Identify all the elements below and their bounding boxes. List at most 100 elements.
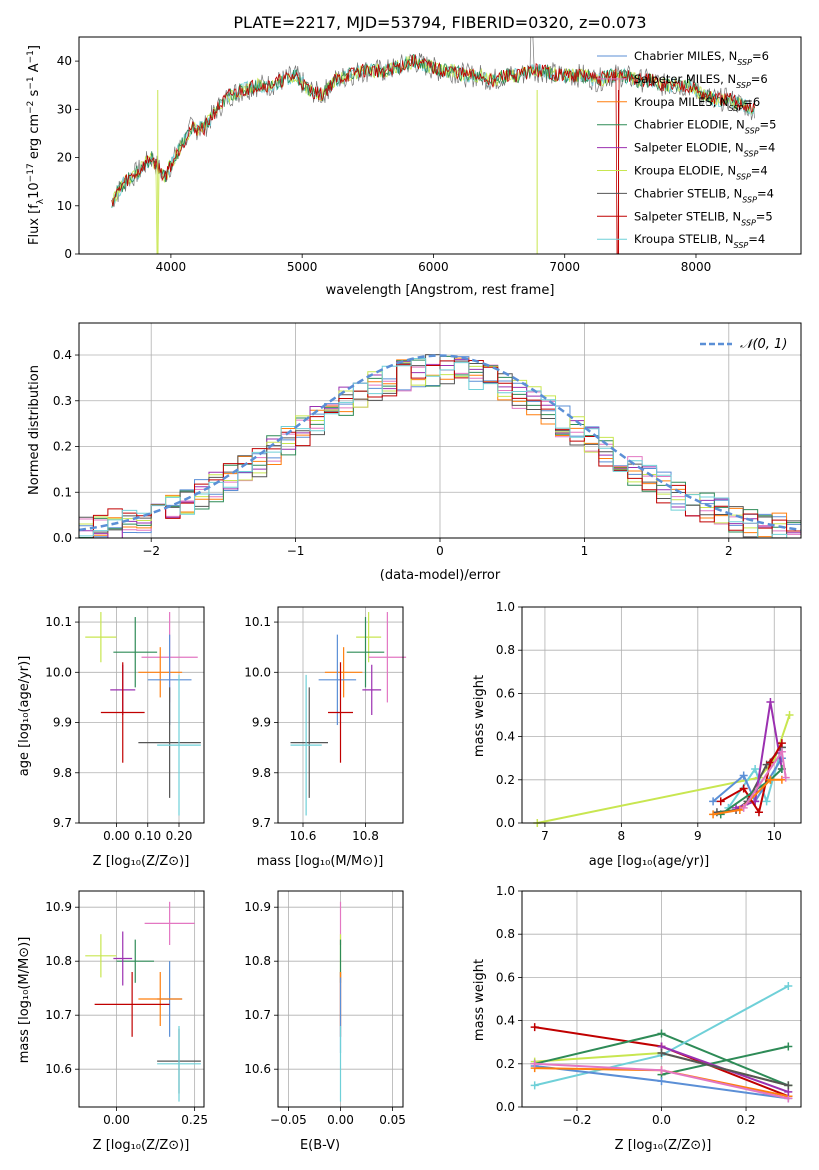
y-tick-label: 40 [57,54,72,68]
x-tick-label: 10.6 [290,829,317,843]
spectrum-xlabel: wavelength [Angstrom, rest frame] [326,283,555,298]
legend-count: =4 [748,232,765,246]
y-tick-label: 1.0 [496,600,515,614]
legend-sub: SSP [741,218,756,227]
y-tick-label: 0.2 [53,440,72,454]
legend-label: Kroupa STELIB, NSSP=4 [634,232,765,250]
legend-model: Salpeter STELIB, N [634,209,741,223]
axes-frame [78,606,205,824]
x-tick-label: 0.00 [327,1113,354,1127]
weight-marker [777,739,786,748]
weight-marker [739,784,748,793]
weight-marker [754,808,763,817]
x-tick-label: 7000 [549,260,580,274]
age-vs-z-ylabel: age [log₁₀(age/yr)] [17,656,32,777]
legend-model: Salpeter MILES, N [634,72,736,86]
y-tick-label: 9.9 [53,716,72,730]
weight-marker [530,1023,539,1032]
y-tick-label: 10.9 [244,900,271,914]
weight-line-chabrier_elodie [661,1045,789,1076]
x-tick-label: 0.00 [103,829,130,843]
ylabel-part: −17 [26,163,36,182]
y-tick-label: 0.4 [496,730,515,744]
axes-frame [78,322,802,539]
x-tick-label: 0.20 [166,829,193,843]
weight-marker [709,810,718,819]
x-tick-label: 7 [541,829,549,843]
weight-marker [785,711,794,719]
weight-marker [784,982,793,991]
ylabel-part: A [27,63,42,76]
legend-model: Kroupa STELIB, N [634,232,734,246]
weight-marker [781,773,790,782]
x-tick-label: 0.10 [134,829,161,843]
legend-model: Chabrier STELIB, N [634,186,742,200]
residual-ylabel: Normed distribution [27,365,42,495]
y-tick-label: 20 [57,151,72,165]
ylabel-part: Flux [f [27,204,42,245]
axes-frame [78,890,205,1108]
x-tick-label: −2 [142,544,160,558]
weight-vs-age-ylabel: mass weight [472,675,487,757]
legend-sub: SSP [736,172,751,181]
axes-frame [277,606,404,824]
y-tick-label: 10.0 [244,665,271,679]
weight-marker [784,1081,793,1090]
ylabel-part: −1 [26,50,36,63]
x-tick-label: 9 [694,829,702,843]
axes-frame [78,36,802,255]
ylabel-part: erg cm [27,114,42,163]
hist-step-salpeter_stelib [79,360,801,538]
residual-xlabel: (data-model)/error [380,568,501,583]
weight-marker [709,797,718,806]
weight-vs-age-panel: 7 8 9 10 0.0 0.2 0.4 0.6 0.8 1.0 [496,600,802,843]
mass-vs-ebv-panel: −0.05 0.00 0.05 10.6 10.7 10.8 10.9 [244,890,406,1127]
legend-model: Kroupa MILES, N [634,95,729,109]
y-tick-label: 10.7 [45,1008,72,1022]
y-tick-label: 0.0 [53,531,72,545]
weight-marker [784,1042,793,1051]
ylabel-part: s [27,89,42,100]
gauss-legend-label: 𝒩(0, 1) [740,337,787,352]
axes-frame [521,890,802,1108]
legend-count: =4 [758,141,775,155]
y-tick-label: 1.0 [496,884,515,898]
legend-label: Kroupa ELODIE, NSSP=4 [634,164,768,182]
x-tick-label: 0.2 [736,1113,755,1127]
y-tick-label: 10 [57,199,72,213]
weight-line-chabrier_stelib [661,1052,789,1087]
y-tick-label: 10.1 [45,615,72,629]
weight-vs-age-xlabel: age [log₁₀(age/yr)] [589,854,710,869]
weight-vs-z-xlabel: Z [log₁₀(Z/Z⊙)] [615,1138,712,1153]
y-tick-label: 9.7 [252,816,271,830]
x-tick-label: 10 [767,829,782,843]
ylabel-part: −1 [26,76,36,89]
x-tick-label: 5000 [287,260,318,274]
y-tick-label: 0.2 [496,1057,515,1071]
weight-marker [751,765,760,773]
legend-sub: SSP [737,58,752,67]
y-tick-label: 0.0 [496,816,515,830]
x-tick-label: 1 [581,544,589,558]
age-vs-mass-panel: 10.6 10.8 9.7 9.8 9.9 10.0 10.1 [244,606,407,843]
axes-frame [277,890,404,1108]
legend-count: =6 [751,72,768,86]
legend-label: Chabrier ELODIE, NSSP=5 [634,118,776,136]
legend-sub: SSP [742,195,757,204]
weight-marker [766,775,775,784]
x-tick-label: 0.00 [103,1113,130,1127]
hist-step-kroupa_stelib [79,358,801,538]
y-tick-label: 9.7 [53,816,72,830]
x-tick-label: 6000 [418,260,449,274]
x-tick-label: 0.25 [181,1113,208,1127]
y-tick-label: 9.9 [252,716,271,730]
y-tick-label: 10.8 [244,954,271,968]
y-tick-label: 0.3 [53,394,72,408]
weight-marker [766,758,775,767]
y-tick-label: 0.1 [53,485,72,499]
x-tick-label: 0.05 [379,1113,406,1127]
mass-vs-z-panel: 0.00 0.25 10.6 10.7 10.8 10.9 [45,890,208,1127]
y-tick-label: 0.6 [496,970,515,984]
